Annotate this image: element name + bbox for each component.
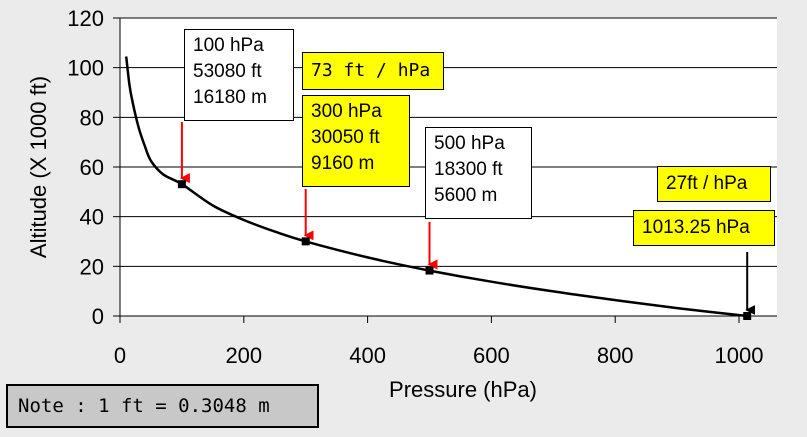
- x-tick-label: 0: [114, 343, 126, 368]
- data-points: [177, 180, 752, 320]
- annotation-500-hpa: 500 hPa 18300 ft 5600 m: [425, 127, 532, 219]
- y-tick-label: 80: [80, 105, 104, 130]
- annotation-line: 53080 ft: [193, 61, 262, 82]
- y-tick-label: 40: [80, 205, 104, 230]
- annotation-1013-hpa: 1013.25 hPa: [633, 210, 775, 246]
- x-tick-label: 200: [225, 343, 262, 368]
- data-point-marker: [425, 266, 434, 275]
- conversion-note: Note : 1 ft = 0.3048 m: [6, 384, 319, 428]
- annotation-line: 9160 m: [311, 153, 375, 174]
- annotation-100-hpa: 100 hPa 53080 ft 16180 m: [184, 29, 294, 121]
- annotation-line: 1013.25 hPa: [642, 217, 750, 238]
- data-point-marker: [177, 180, 186, 189]
- annotation-line: 500 hPa: [434, 133, 505, 154]
- y-tick-label: 0: [92, 304, 104, 329]
- annotation-73-ft-per-hpa: 73 ft / hPa: [302, 52, 444, 90]
- x-tick-label: 400: [349, 343, 386, 368]
- x-tick-label: 600: [473, 343, 510, 368]
- y-tick-label: 100: [67, 56, 104, 81]
- annotation-line: 18300 ft: [434, 159, 503, 180]
- y-tick-label: 60: [80, 155, 104, 180]
- x-tick-label: 1000: [715, 343, 764, 368]
- data-point-marker: [743, 312, 752, 320]
- annotation-line: 5600 m: [434, 185, 498, 206]
- x-tick-labels: 0 200 400 600 800 1000: [114, 343, 764, 368]
- y-axis-title: Altitude (X 1000 ft): [26, 76, 51, 258]
- annotation-arrows: [179, 122, 756, 315]
- axes: [113, 17, 777, 323]
- y-tick-label: 20: [80, 254, 104, 279]
- annotation-line: 100 hPa: [193, 35, 264, 56]
- annotation-line: 300 hPa: [311, 101, 382, 122]
- y-tick-label: 120: [67, 6, 104, 31]
- annotation-line: 30050 ft: [311, 127, 380, 148]
- annotation-line: 73 ft / hPa: [311, 60, 431, 81]
- x-axis-title: Pressure (hPa): [389, 377, 537, 402]
- annotation-line: 16180 m: [193, 87, 267, 108]
- data-point-marker: [301, 237, 310, 246]
- x-tick-label: 800: [597, 343, 634, 368]
- annotation-27-ft-per-hpa: 27ft / hPa: [657, 166, 771, 202]
- annotation-line: 27ft / hPa: [666, 173, 748, 194]
- altitude-curve: [124, 56, 748, 318]
- annotation-300-hpa: 300 hPa 30050 ft 9160 m: [302, 95, 410, 187]
- y-tick-labels: 0 20 40 60 80 100 120: [67, 6, 104, 329]
